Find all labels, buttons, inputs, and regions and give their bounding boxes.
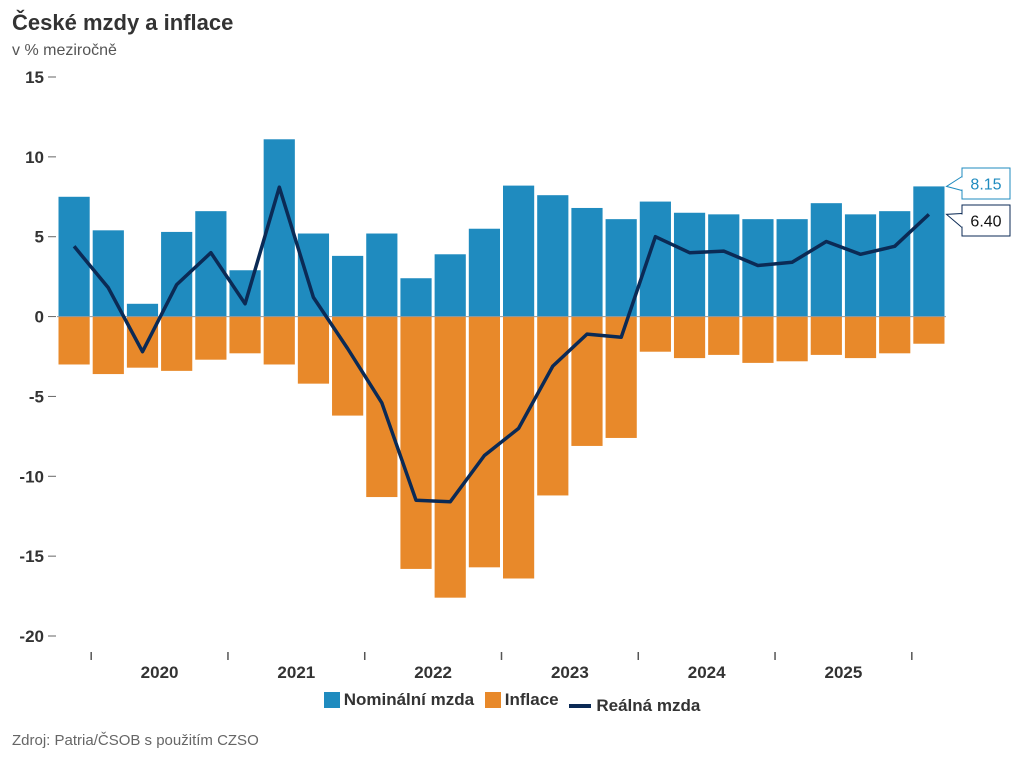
- y-tick-label: -15: [19, 547, 44, 566]
- chart-subtitle: v % meziročně: [12, 42, 117, 59]
- chart-legend: Nominální mzda Inflace Reálná mzda: [0, 690, 1024, 716]
- y-tick-label: 15: [25, 68, 44, 87]
- legend-label-nominal: Nominální mzda: [343, 690, 475, 709]
- bar-inflation: [297, 316, 330, 384]
- bar-inflation: [913, 316, 945, 344]
- y-tick-label: 0: [35, 308, 44, 327]
- bar-nominal: [537, 195, 569, 317]
- bar-nominal: [810, 203, 842, 317]
- legend-label-inflation: Inflace: [504, 690, 559, 709]
- bar-nominal: [400, 278, 432, 317]
- bar-inflation: [92, 316, 124, 375]
- bar-inflation: [503, 316, 535, 579]
- bar-inflation: [537, 316, 569, 496]
- legend-label-real: Reálná mzda: [596, 696, 701, 715]
- callout-label: 8.15: [970, 177, 1001, 194]
- bar-nominal: [503, 185, 535, 317]
- bar-inflation: [468, 316, 500, 568]
- y-tick-label: 5: [35, 228, 44, 247]
- legend-swatch-inflation: [484, 692, 501, 708]
- bar-inflation: [195, 316, 227, 360]
- bar-inflation: [571, 316, 603, 446]
- bar-inflation: [673, 316, 706, 359]
- bar-inflation: [161, 316, 193, 371]
- y-tick-label: -5: [29, 387, 44, 406]
- bar-nominal: [229, 270, 261, 317]
- x-year-label: 2021: [277, 663, 315, 680]
- bar-nominal: [434, 254, 466, 317]
- legend-swatch-real: [569, 704, 592, 708]
- bar-nominal: [742, 219, 774, 317]
- x-year-label: 2025: [825, 663, 863, 680]
- chart-canvas: 15 10 5 0 -5 -10 -15 -20 2020 2021 2022 2023 2024 202…: [19, 68, 1011, 680]
- bar-nominal: [673, 212, 706, 317]
- x-year-label: 2020: [141, 663, 179, 680]
- bar-nominal: [913, 186, 945, 317]
- bar-inflation: [229, 316, 261, 354]
- legend-item-inflation: Inflace: [484, 690, 559, 710]
- chart-source: Zdroj: Patria/ČSOB s použitím CZSO: [12, 732, 259, 749]
- y-tick-label: -10: [19, 467, 44, 486]
- bar-inflation: [263, 316, 295, 365]
- line-real-wage: [72, 185, 931, 504]
- bar-nominal: [844, 214, 877, 317]
- bar-nominal: [776, 219, 808, 317]
- legend-swatch-nominal: [323, 692, 340, 708]
- y-tick-label: -20: [19, 627, 44, 646]
- bar-nominal: [468, 228, 500, 317]
- callout-pointer: [945, 213, 963, 228]
- bar-inflation: [844, 316, 877, 359]
- bar-inflation: [810, 316, 842, 355]
- x-year-label: 2023: [551, 663, 589, 680]
- bar-inflation: [776, 316, 808, 362]
- bar-nominal: [879, 211, 911, 317]
- bar-nominal: [708, 214, 740, 317]
- bar-inflation: [742, 316, 774, 363]
- x-year-label: 2024: [688, 663, 726, 680]
- bar-nominal: [332, 255, 364, 317]
- callout-joint: [961, 177, 964, 190]
- bar-inflation: [434, 316, 466, 598]
- x-year-label: 2022: [414, 663, 452, 680]
- bar-nominal: [639, 201, 671, 317]
- callout-joint: [961, 214, 964, 227]
- legend-item-real: Reálná mzda: [569, 696, 700, 716]
- bar-inflation: [639, 316, 671, 352]
- bar-inflation: [708, 316, 740, 355]
- bar-nominal: [571, 207, 603, 317]
- y-tick-label: 10: [25, 148, 44, 167]
- bar-inflation: [879, 316, 911, 354]
- callout-label: 6.40: [970, 214, 1001, 231]
- chart-title: České mzdy a inflace: [12, 10, 234, 35]
- bar-nominal: [366, 233, 398, 317]
- callout-box: [961, 167, 1011, 200]
- bar-inflation: [126, 316, 159, 368]
- bar-inflation: [58, 316, 90, 365]
- callout-pointer: [945, 176, 963, 191]
- bar-nominal: [126, 303, 159, 317]
- bar-nominal: [605, 219, 637, 317]
- legend-item-nominal: Nominální mzda: [323, 690, 475, 710]
- bar-nominal: [58, 196, 90, 317]
- bar-inflation: [400, 316, 432, 569]
- bar-nominal: [297, 233, 330, 317]
